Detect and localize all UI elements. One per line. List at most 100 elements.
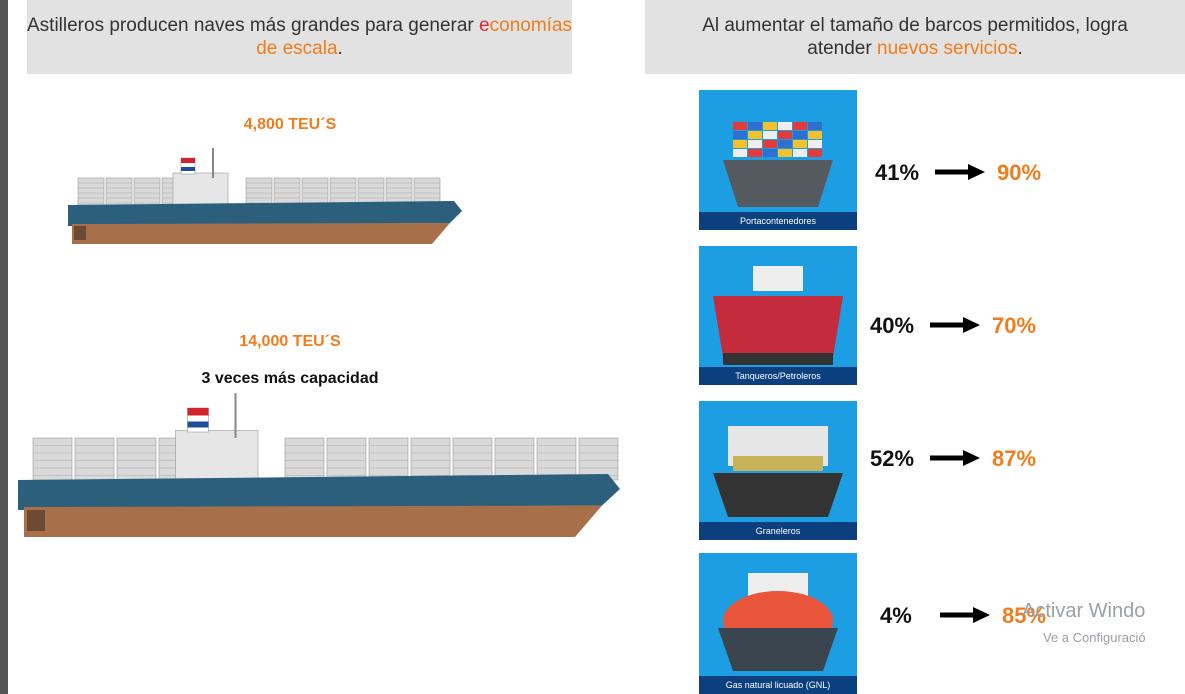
- ship-caption: Graneleros: [756, 526, 801, 536]
- watermark-subtitle: Ve a Configuració: [1043, 630, 1146, 645]
- deck: [733, 456, 823, 471]
- containers: [301, 177, 329, 206]
- header-text: atender: [807, 38, 872, 59]
- ship-label: 4,800 TEU´S: [243, 116, 337, 133]
- container: [748, 122, 762, 130]
- hull-bottom: [72, 223, 450, 244]
- container: [748, 140, 762, 148]
- container: [763, 131, 777, 139]
- arrow-head: [963, 317, 980, 333]
- bridge: [753, 266, 803, 291]
- to-percent: 70%: [992, 313, 1036, 338]
- caption-band: [699, 676, 857, 694]
- funnel-band: [181, 167, 195, 171]
- watermark-title: Activar Windo: [1022, 600, 1146, 622]
- container: [808, 122, 822, 130]
- to-percent: 90%: [997, 160, 1041, 185]
- arrow-head: [968, 164, 985, 180]
- hull-top: [18, 474, 620, 510]
- caption-band: [699, 522, 857, 540]
- ship-caption: Gas natural licuado (GNL): [726, 680, 831, 690]
- container: [793, 140, 807, 148]
- container: [778, 122, 792, 130]
- container: [808, 149, 822, 157]
- from-percent: 41%: [875, 160, 919, 185]
- containers: [385, 177, 413, 206]
- superstructure: [172, 172, 229, 206]
- right-header: Al aumentar el tamaño de barcos permitid…: [645, 0, 1185, 74]
- ship-caption: 3 veces más capacidad: [201, 370, 379, 387]
- hull: [713, 473, 843, 517]
- containers: [578, 437, 619, 481]
- container: [778, 140, 792, 148]
- funnel-band: [187, 421, 209, 428]
- container: [733, 149, 747, 157]
- header-highlight: nuevos servicios: [877, 38, 1018, 59]
- containers: [245, 177, 273, 206]
- hull-top: [68, 201, 462, 226]
- containers: [452, 437, 493, 481]
- caption-band: [699, 212, 857, 230]
- container: [748, 131, 762, 139]
- container: [733, 140, 747, 148]
- containers: [273, 177, 301, 206]
- from-percent: 40%: [870, 313, 914, 338]
- containers: [74, 437, 115, 481]
- container: [808, 140, 822, 148]
- container: [778, 131, 792, 139]
- from-percent: 4%: [880, 603, 912, 628]
- to-percent: 87%: [992, 446, 1036, 471]
- funnel-band: [181, 158, 195, 163]
- hull-bottom: [723, 353, 833, 365]
- funnel-band: [187, 408, 209, 416]
- container: [793, 131, 807, 139]
- header-highlight: e: [479, 15, 490, 36]
- container: [778, 149, 792, 157]
- container: [733, 122, 747, 130]
- containers: [494, 437, 535, 481]
- ship-label: 14,000 TEU´S: [239, 333, 341, 350]
- left-border: [0, 0, 8, 694]
- to-percent: 85%: [1002, 603, 1046, 628]
- hull: [718, 628, 838, 671]
- containers: [368, 437, 409, 481]
- header-highlight: conomías de escala: [256, 15, 572, 59]
- hull: [723, 160, 833, 207]
- containers: [329, 177, 357, 206]
- containers: [105, 177, 133, 206]
- superstructure: [175, 430, 259, 481]
- containers: [284, 437, 325, 481]
- container: [808, 131, 822, 139]
- container: [733, 131, 747, 139]
- container: [793, 122, 807, 130]
- ship-caption: Tanqueros/Petroleros: [735, 371, 821, 381]
- container: [793, 149, 807, 157]
- containers: [133, 177, 161, 206]
- container: [763, 122, 777, 130]
- rudder: [27, 510, 45, 531]
- containers: [77, 177, 105, 206]
- left-header: Astilleros producen naves más grandes pa…: [27, 0, 572, 74]
- caption-band: [699, 367, 857, 385]
- containers: [536, 437, 577, 481]
- container: [748, 149, 762, 157]
- arrow-head: [963, 450, 980, 466]
- containers: [116, 437, 157, 481]
- header-end: .: [337, 38, 343, 59]
- container: [763, 140, 777, 148]
- from-percent: 52%: [870, 446, 914, 471]
- containers: [326, 437, 367, 481]
- header-text: Al aumentar el tamaño de barcos permitid…: [702, 15, 1128, 36]
- containers: [357, 177, 385, 206]
- containers: [32, 437, 73, 481]
- header-end: .: [1017, 38, 1023, 59]
- header-text: Astilleros producen naves más grandes pa…: [27, 15, 474, 36]
- containers: [410, 437, 451, 481]
- ship-caption: Portacontenedores: [740, 216, 817, 226]
- rudder: [74, 226, 86, 240]
- arrow-head: [973, 607, 990, 623]
- hull-bottom: [24, 505, 602, 537]
- container: [763, 149, 777, 157]
